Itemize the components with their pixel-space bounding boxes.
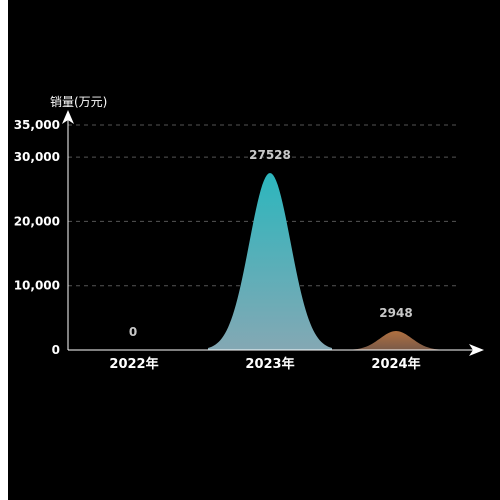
data-label: 2948 bbox=[379, 306, 412, 320]
area-chart: 0 10,000 20,000 30,000 35,000 销量(万元) 2022年 2023… bbox=[14, 95, 484, 372]
peak-2023年 bbox=[208, 173, 332, 350]
data-label: 27528 bbox=[249, 148, 291, 162]
chart-panel: 0 10,000 20,000 30,000 35,000 销量(万元) 2022年 2023… bbox=[8, 0, 500, 500]
y-tick-label: 10,000 bbox=[14, 279, 60, 293]
y-tick-label: 35,000 bbox=[14, 118, 60, 132]
y-tick-label: 0 bbox=[52, 343, 60, 357]
y-tick-label: 20,000 bbox=[14, 214, 60, 228]
x-tick-label: 2024年 bbox=[371, 356, 420, 372]
x-axis-arrow bbox=[469, 344, 484, 356]
y-axis-title: 销量(万元) bbox=[50, 95, 107, 109]
y-axis-arrow bbox=[62, 110, 74, 124]
x-tick-label: 2022年 bbox=[109, 356, 158, 372]
peak-2024年 bbox=[348, 331, 444, 350]
x-tick-label: 2023年 bbox=[245, 356, 294, 372]
y-tick-label: 30,000 bbox=[14, 150, 60, 164]
data-label: 0 bbox=[129, 325, 137, 339]
